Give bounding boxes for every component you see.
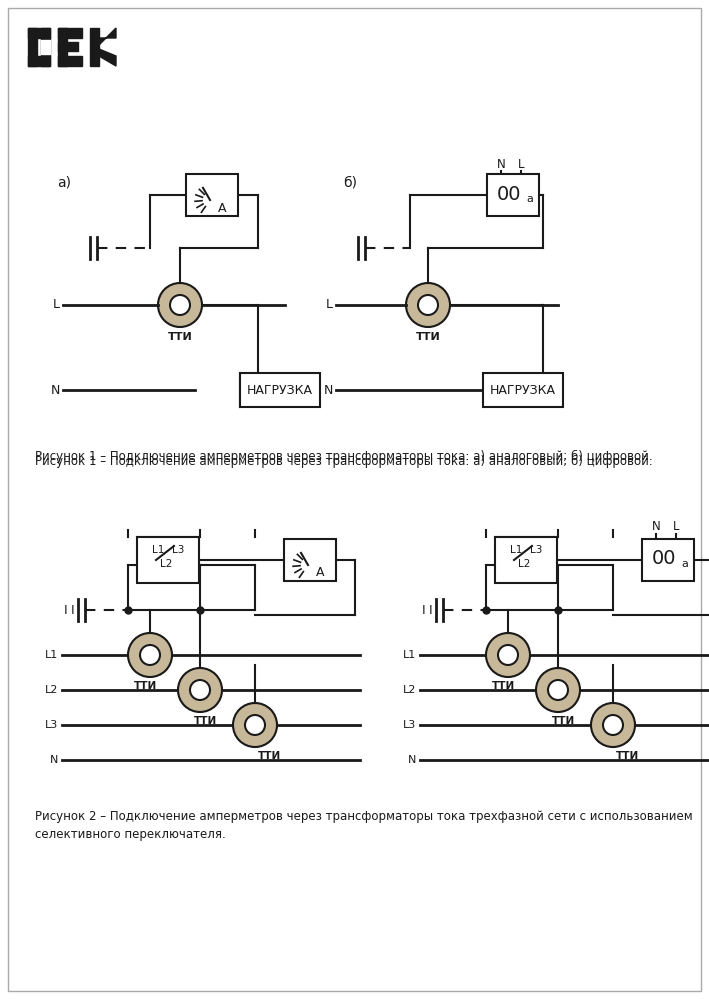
Polygon shape xyxy=(99,28,116,45)
Text: A: A xyxy=(316,566,324,579)
Polygon shape xyxy=(99,49,116,66)
Bar xyxy=(483,373,563,407)
Circle shape xyxy=(158,283,202,327)
Text: селективного переключателя.: селективного переключателя. xyxy=(35,828,225,841)
Text: L3: L3 xyxy=(45,720,58,730)
Circle shape xyxy=(486,633,530,677)
Circle shape xyxy=(418,295,438,315)
Text: L: L xyxy=(518,159,524,172)
Text: а): а) xyxy=(57,176,71,190)
Circle shape xyxy=(233,703,277,747)
Text: ТТИ: ТТИ xyxy=(415,332,440,342)
Text: 00: 00 xyxy=(652,549,676,568)
Circle shape xyxy=(128,633,172,677)
Text: 00: 00 xyxy=(497,185,521,204)
Text: Рисунок 1 – Подключение амперметров через трансформаторы тока: а) аналоговый; б): Рисунок 1 – Подключение амперметров чере… xyxy=(35,450,652,464)
Text: L: L xyxy=(673,520,679,533)
Circle shape xyxy=(178,668,222,712)
Text: L1: L1 xyxy=(403,650,416,660)
Bar xyxy=(186,174,238,216)
Text: L3: L3 xyxy=(530,545,542,555)
Text: L: L xyxy=(326,299,333,312)
Text: I: I xyxy=(71,603,75,616)
Text: L1: L1 xyxy=(510,545,523,555)
Text: Рисунок 1 – Подключение амперметров через трансформаторы тока: а) аналоговый; б): Рисунок 1 – Подключение амперметров чере… xyxy=(35,455,652,469)
Text: ТТИ: ТТИ xyxy=(491,681,515,691)
Bar xyxy=(642,539,694,581)
Bar xyxy=(58,42,78,51)
Text: L1: L1 xyxy=(152,545,164,555)
Text: A: A xyxy=(218,202,226,215)
Text: а: а xyxy=(527,194,533,204)
Bar xyxy=(137,537,199,583)
Text: L2: L2 xyxy=(403,685,416,695)
Bar xyxy=(487,174,539,216)
Text: ТТИ: ТТИ xyxy=(133,681,157,691)
Text: а: а xyxy=(681,559,688,569)
Text: N: N xyxy=(652,520,660,533)
Bar xyxy=(495,537,557,583)
Text: НАГРУЗКА: НАГРУЗКА xyxy=(247,384,313,397)
Text: L: L xyxy=(53,299,60,312)
Circle shape xyxy=(548,680,568,700)
Text: L2: L2 xyxy=(518,559,530,569)
Circle shape xyxy=(591,703,635,747)
Circle shape xyxy=(170,295,190,315)
Bar xyxy=(58,28,82,38)
Text: ТТИ: ТТИ xyxy=(616,751,640,761)
Bar xyxy=(28,28,50,38)
Text: ТТИ: ТТИ xyxy=(167,332,192,342)
Bar xyxy=(58,56,82,66)
Circle shape xyxy=(498,645,518,665)
Text: ТТИ: ТТИ xyxy=(258,751,281,761)
Text: N: N xyxy=(408,755,416,765)
Bar xyxy=(41,28,50,66)
Text: I: I xyxy=(65,603,68,616)
Text: N: N xyxy=(50,755,58,765)
Text: I: I xyxy=(429,603,432,616)
Bar xyxy=(284,539,336,581)
Bar xyxy=(90,28,99,66)
Text: ТТИ: ТТИ xyxy=(194,716,217,726)
Bar xyxy=(41,40,50,54)
Text: L2: L2 xyxy=(160,559,172,569)
Circle shape xyxy=(406,283,450,327)
Bar xyxy=(240,373,320,407)
Circle shape xyxy=(603,715,623,735)
Text: I: I xyxy=(422,603,426,616)
Circle shape xyxy=(190,680,210,700)
Text: N: N xyxy=(323,384,333,397)
Text: N: N xyxy=(496,159,506,172)
Text: N: N xyxy=(50,384,60,397)
Text: ТТИ: ТТИ xyxy=(552,716,574,726)
Text: б): б) xyxy=(343,176,357,190)
Bar xyxy=(58,28,67,66)
Circle shape xyxy=(140,645,160,665)
Text: L1: L1 xyxy=(45,650,58,660)
Bar xyxy=(28,28,37,66)
Circle shape xyxy=(536,668,580,712)
Text: L3: L3 xyxy=(403,720,416,730)
Bar xyxy=(28,56,50,66)
Text: НАГРУЗКА: НАГРУЗКА xyxy=(490,384,556,397)
Text: L2: L2 xyxy=(45,685,58,695)
Text: Рисунок 2 – Подключение амперметров через трансформаторы тока трехфазной сети с : Рисунок 2 – Подключение амперметров чере… xyxy=(35,810,693,823)
Text: L3: L3 xyxy=(172,545,184,555)
Circle shape xyxy=(245,715,265,735)
